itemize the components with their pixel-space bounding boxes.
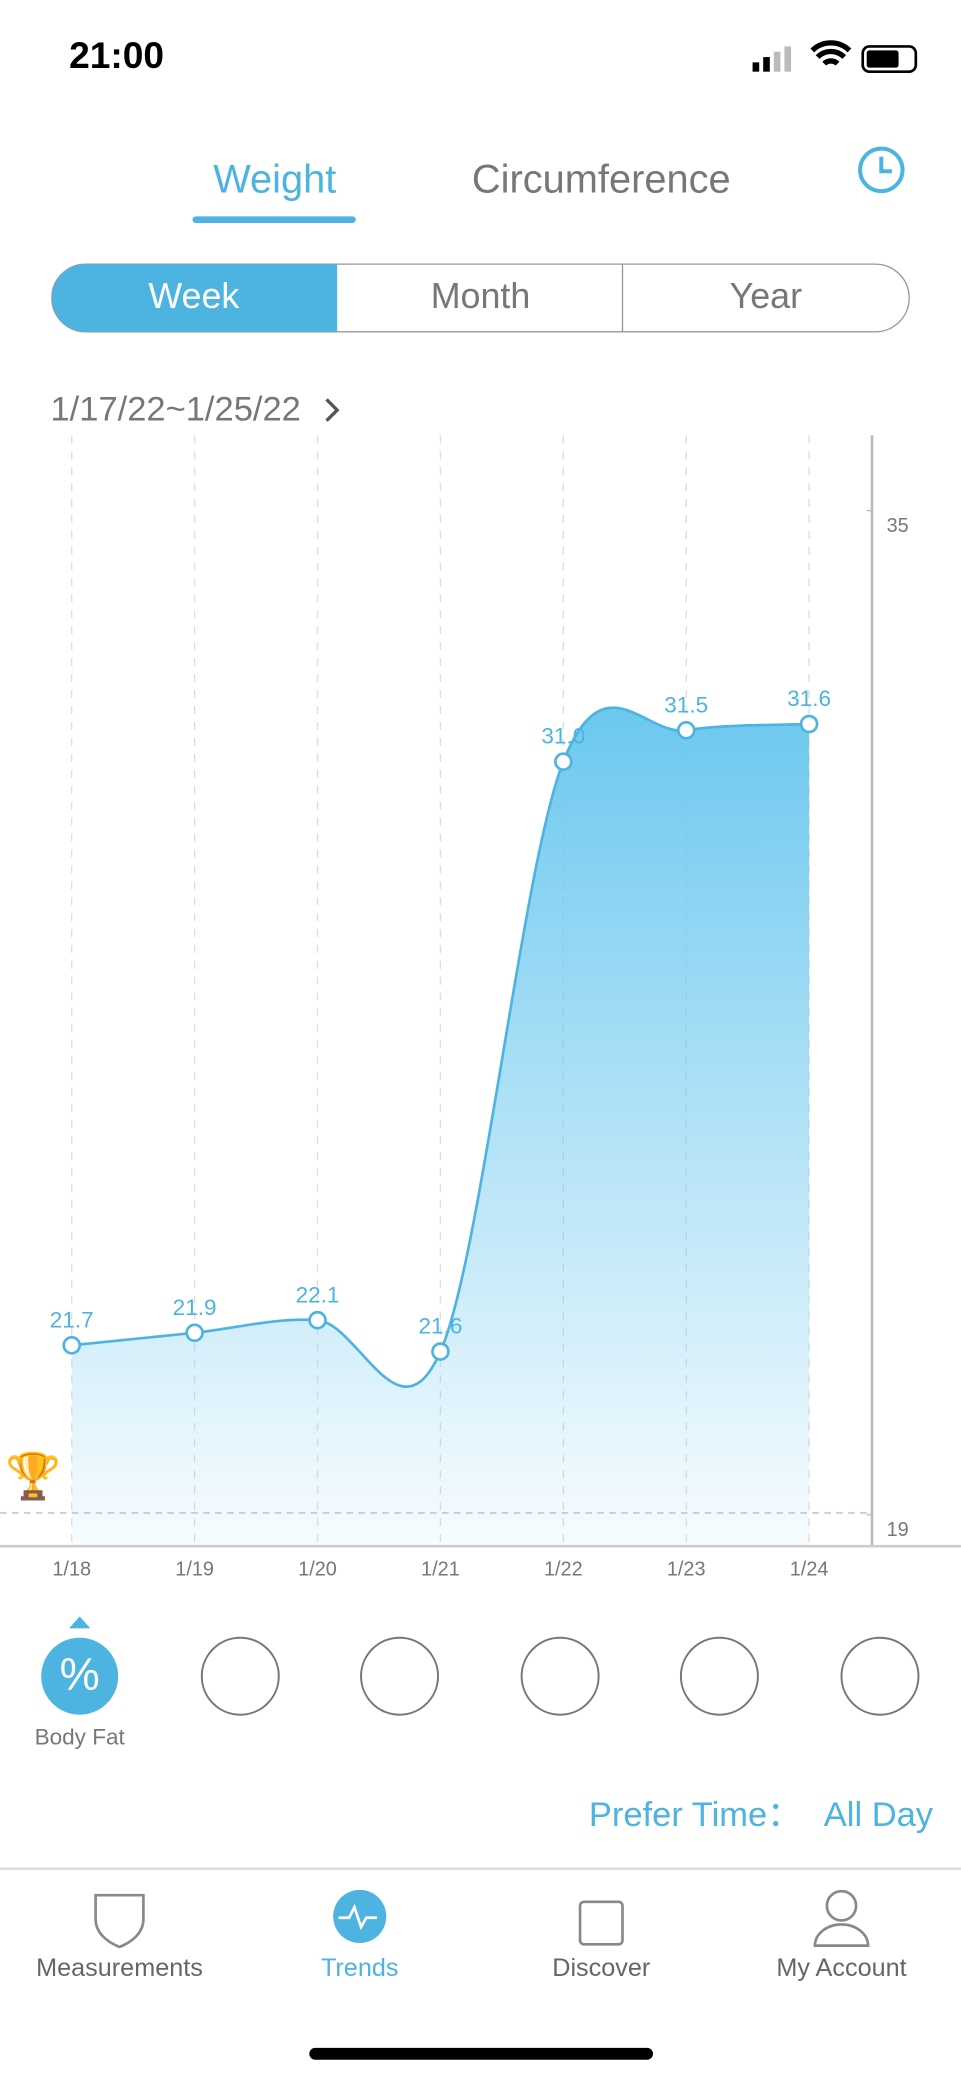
line (71, 706, 810, 1388)
nav-trends[interactable]: Trends (321, 1954, 399, 1982)
point (431, 1342, 450, 1361)
point (308, 1310, 327, 1330)
period-selected (51, 264, 338, 332)
status-icons (752, 40, 918, 73)
point (185, 1323, 204, 1343)
area (71, 707, 810, 1547)
date-arrow[interactable] (325, 398, 340, 422)
y-tick-label: 35 (887, 515, 909, 537)
tab-circumference[interactable]: Circumference (472, 157, 731, 201)
value-label: 31.5 (664, 692, 708, 717)
svg-text:%: % (60, 1648, 100, 1699)
value-label: 31.6 (787, 686, 831, 711)
value-label: 31.0 (541, 724, 585, 749)
y-tick-label: 19 (887, 1519, 909, 1541)
metric-label: Body Fat (35, 1725, 126, 1750)
nav-icons (94, 1889, 870, 1949)
value-label: 22.1 (296, 1282, 340, 1307)
point (799, 714, 819, 734)
history-icon[interactable] (858, 146, 905, 194)
home-indicator (309, 2047, 654, 2060)
value-label: 21.6 (418, 1314, 462, 1339)
x-tick-label: 1/21 (421, 1558, 460, 1580)
metric-icons: % (41, 1616, 920, 1716)
period-month[interactable]: Month (431, 276, 531, 316)
x-tick-label: 1/19 (175, 1558, 214, 1580)
prefer-time-value[interactable]: All Day (824, 1796, 934, 1834)
point (554, 752, 573, 771)
chart: 1/18 1/19 1/20 1/21 1/22 1/23 1/24 19 35 21.7 21.9… (0, 435, 909, 1580)
prefer-time-label: Prefer Time： (589, 1796, 802, 1834)
point (676, 720, 696, 740)
status-time: 21:00 (69, 34, 164, 76)
x-tick-label: 1/20 (298, 1558, 337, 1580)
period-year[interactable]: Year (730, 276, 802, 316)
goal-trophy: 🏆 (5, 1451, 61, 1502)
x-tick-label: 1/24 (790, 1558, 829, 1580)
value-label: 21.9 (173, 1295, 217, 1320)
nav-discover[interactable]: Discover (552, 1954, 650, 1982)
date-range[interactable]: 1/17/22~1/25/22 (50, 391, 300, 429)
x-tick-label: 1/18 (52, 1558, 91, 1580)
tab-indicator (192, 216, 356, 223)
point (62, 1336, 82, 1355)
x-tick-label: 1/23 (667, 1558, 706, 1580)
x-tick-label: 1/22 (544, 1558, 583, 1580)
nav-my-account[interactable]: My Account (776, 1954, 906, 1982)
nav-measurements[interactable]: Measurements (36, 1954, 203, 1982)
period-week[interactable]: Week (148, 276, 239, 316)
value-label: 21.7 (50, 1307, 94, 1332)
tab-weight[interactable]: Weight (213, 157, 336, 201)
